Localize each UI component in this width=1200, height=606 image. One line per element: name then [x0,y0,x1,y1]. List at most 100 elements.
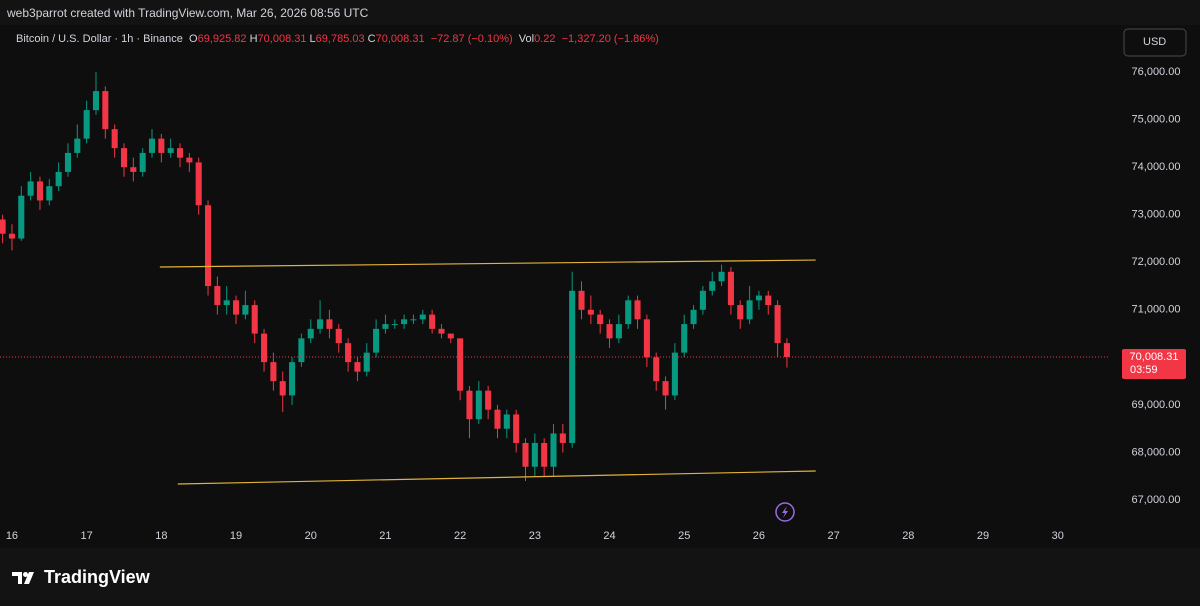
candle-body [597,314,604,325]
candle-body [186,157,193,163]
candle-body [671,352,678,396]
candle-body [289,362,296,396]
ohlc-value: 70,008.31 [257,33,307,45]
candle-body [447,333,454,339]
candle-body [653,357,660,382]
candle-body [615,324,622,339]
candle-body [27,181,34,196]
candle-body [531,442,538,467]
y-tick-label: 69,000.00 [1132,399,1181,411]
x-tick-label: 27 [827,530,839,542]
candle-body [233,300,240,315]
candle-body [550,433,557,467]
candle-body [457,338,464,391]
last-price-label: 70,008.31 [1130,351,1179,363]
candle-body [737,305,744,320]
candle-body [363,352,370,372]
last-price-box [1122,348,1186,379]
candle-body [326,319,333,329]
candle-body [541,442,548,467]
countdown: 03:59 [1130,364,1158,376]
candle-body [419,314,426,320]
x-tick-label: 17 [81,530,93,542]
y-tick-label: 75,000.00 [1132,114,1181,126]
ohlc-value: 69,925.82 [197,33,247,45]
volume-key: Vol [518,33,535,45]
candle-body [307,328,314,339]
candle-body [765,295,772,306]
candle-body [8,233,15,239]
ohlc-key: H [249,33,258,45]
candle-body [578,290,585,310]
candle-body [74,138,81,153]
candle-body [382,324,389,329]
candle-body [279,381,286,396]
candle-body [120,148,128,168]
x-tick-label: 25 [678,530,690,542]
candle-body [643,319,650,358]
x-tick-label: 26 [753,530,765,542]
x-tick-label: 29 [977,530,989,542]
x-tick-label: 19 [230,530,242,542]
candle-body [92,91,100,111]
candle-body [261,333,268,363]
x-tick-label: 28 [902,530,914,542]
candle-body [46,186,53,201]
candle-body [718,271,725,282]
candle-body [485,390,492,410]
candle-body [410,319,417,321]
legend: Bitcoin / U.S. Dollar · 1h · Binance O69… [16,33,659,45]
candle-body [176,148,184,158]
y-tick-label: 73,000.00 [1132,209,1181,221]
candle-body [755,295,762,301]
candle-body [606,324,613,339]
candle-body [298,338,305,363]
trend-line [159,259,816,268]
candle-body [64,152,72,172]
candle-body [559,433,566,443]
candle-body [130,167,137,172]
y-tick-label: 68,000.00 [1132,446,1181,458]
ohlc-key: O [189,33,198,45]
candle-body [475,390,482,420]
candle-body [503,414,510,429]
candle-body [270,362,277,382]
candle-body [242,305,249,315]
candle-body [401,319,408,325]
candle-body [158,138,165,153]
candle-body [354,362,361,372]
candle-body [148,138,156,153]
candle-body [522,442,529,467]
candle-body [251,305,258,334]
candle-body [513,414,520,443]
candle-body [662,381,669,396]
x-tick-label: 24 [603,530,615,542]
y-tick-label: 67,000.00 [1132,494,1181,506]
candle-body [139,152,146,172]
candle-body [625,300,632,325]
candle-body [195,162,202,206]
x-tick-label: 23 [529,530,541,542]
x-tick-label: 16 [6,530,18,542]
currency-button[interactable] [1123,28,1187,57]
x-tick-label: 22 [454,530,466,542]
x-tick-label: 21 [379,530,391,542]
candle-body [783,343,790,357]
candle-body [36,181,43,201]
candle-body [699,290,706,310]
candle-body [83,110,90,139]
currency-label: USD [1143,36,1166,48]
header: web3parrot created with TradingView.com,… [7,6,369,20]
y-tick-label: 71,000.00 [1132,304,1181,316]
candle-body [727,271,734,306]
candle-body [690,309,697,325]
candle-body [214,286,221,306]
x-tick-label: 18 [155,530,167,542]
symbol: Bitcoin / U.S. Dollar · 1h · Binance [16,33,183,45]
brand-logo [12,572,34,584]
y-tick-label: 74,000.00 [1132,161,1181,173]
x-tick-label: 30 [1052,530,1064,542]
ohlc-key: C [367,33,376,45]
candle-body [681,324,688,353]
